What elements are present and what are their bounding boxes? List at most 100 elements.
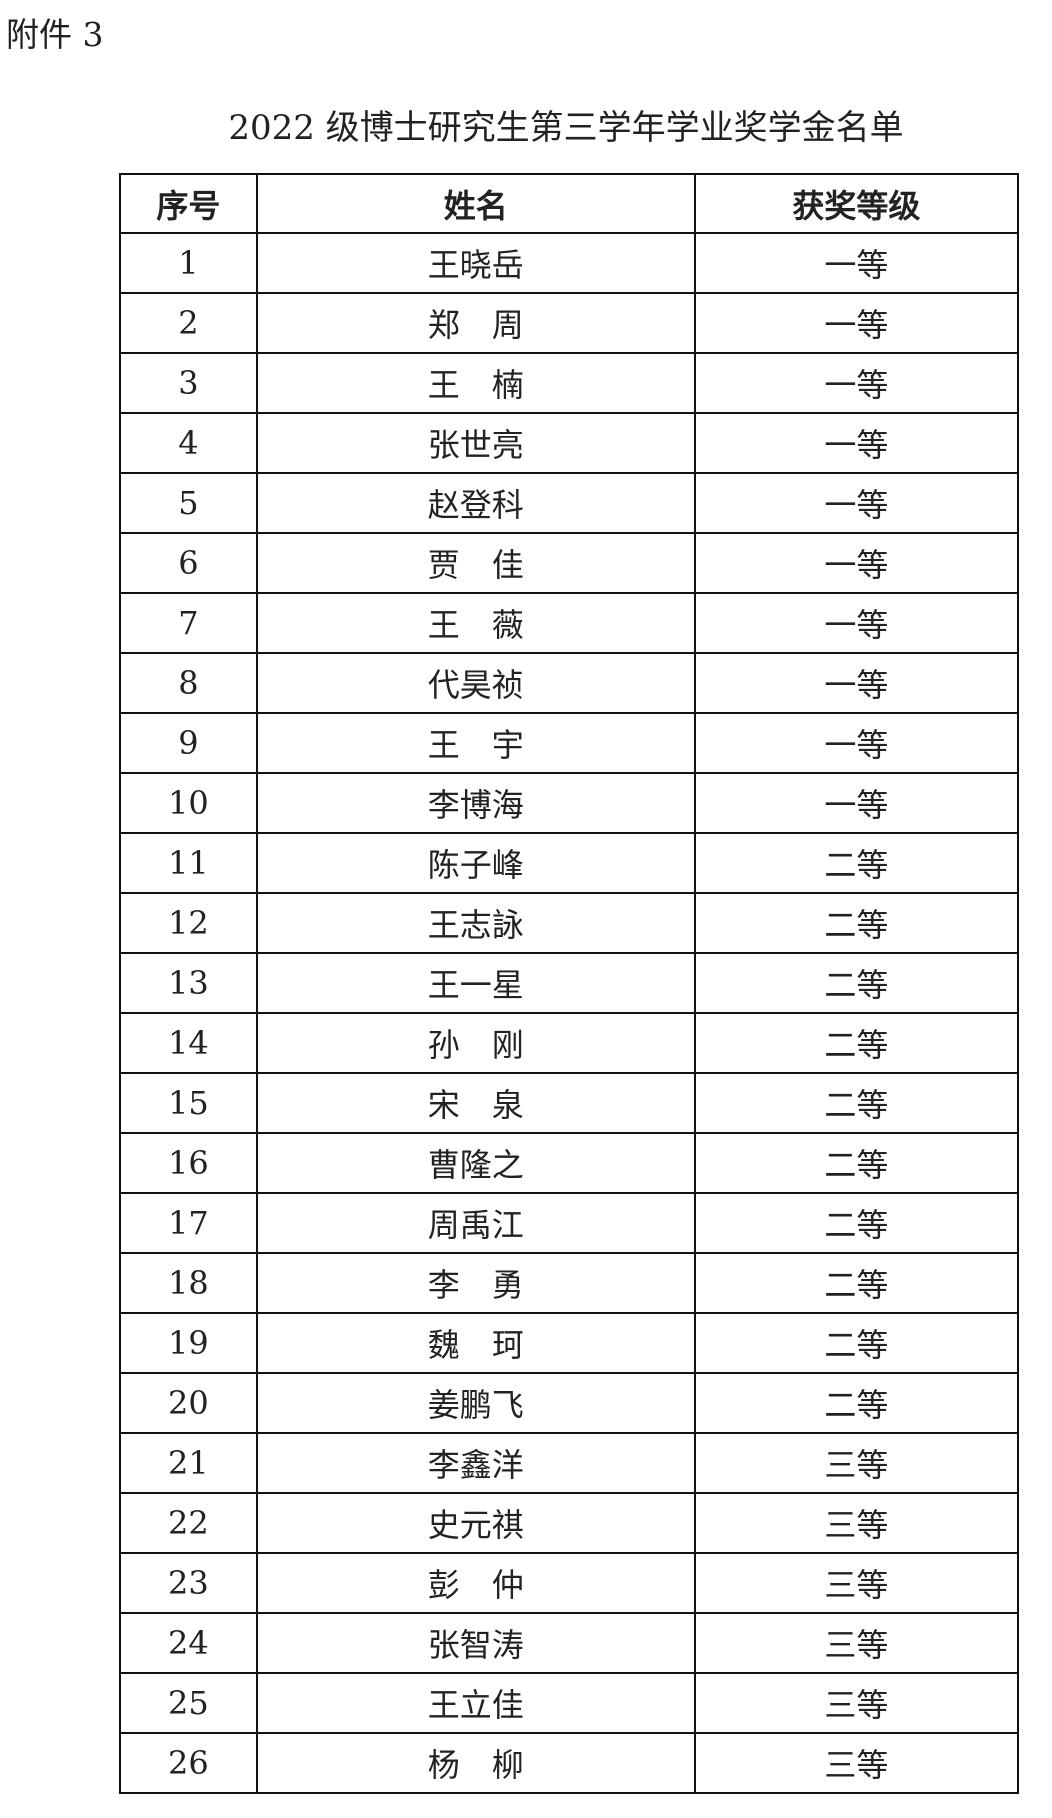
cell-index: 18	[119, 1252, 258, 1314]
table-row: 15 宋 泉二等	[119, 1072, 1020, 1134]
cell-award-level: 二等	[693, 832, 1020, 894]
cell-name: 李博海	[255, 772, 696, 834]
cell-award-level: 三等	[693, 1612, 1020, 1674]
cell-award-level: 三等	[693, 1492, 1020, 1554]
table-row: 20 姜鹏飞 二等	[119, 1372, 1020, 1434]
cell-award-level: 三等	[693, 1672, 1020, 1734]
cell-name: 陈子峰	[255, 832, 696, 894]
cell-index: 12	[119, 892, 258, 954]
cell-award-level: 三等	[693, 1552, 1020, 1614]
cell-award-level: 一等	[693, 712, 1020, 774]
cell-award-level: 二等	[693, 1072, 1020, 1134]
cell-name: 李 勇	[255, 1252, 696, 1314]
cell-name: 张世亮	[255, 412, 696, 474]
cell-award-level: 一等	[693, 772, 1020, 834]
cell-name: 李鑫洋	[255, 1432, 696, 1494]
table-row: 25 王立佳 三等	[119, 1672, 1020, 1734]
cell-award-level: 二等	[693, 952, 1020, 1014]
cell-index: 13	[119, 952, 258, 1014]
cell-award-level: 一等	[693, 592, 1020, 654]
cell-award-level: 三等	[693, 1432, 1020, 1494]
cell-index: 2	[119, 292, 258, 354]
cell-index: 8	[119, 652, 258, 714]
cell-name: 王志詠	[255, 892, 696, 954]
cell-name: 王 宇	[255, 712, 696, 774]
cell-award-level: 二等	[693, 1252, 1020, 1314]
cell-name: 孙 刚	[255, 1012, 696, 1074]
cell-index: 3	[119, 352, 258, 414]
cell-index: 7	[119, 592, 258, 654]
cell-award-level: 三等	[693, 1732, 1020, 1794]
table-row: 16 曹隆之 二等	[119, 1132, 1020, 1194]
table-row: 4 张世亮 一等	[119, 412, 1020, 474]
table-row: 17 周禹江 二等	[119, 1192, 1020, 1254]
cell-name: 代昊祯	[255, 652, 696, 714]
cell-index: 22	[119, 1492, 258, 1554]
cell-index: 14	[119, 1012, 258, 1074]
table-row: 23 彭 仲三等	[119, 1552, 1020, 1614]
cell-index: 24	[119, 1612, 258, 1674]
table-row: 5 赵登科 一等	[119, 472, 1020, 534]
cell-index: 19	[119, 1312, 258, 1374]
cell-award-level: 二等	[693, 1312, 1020, 1374]
cell-award-level: 二等	[693, 892, 1020, 954]
table-row: 13 王一星 二等	[119, 952, 1020, 1014]
cell-name: 宋 泉	[255, 1072, 696, 1134]
cell-name: 贾 佳	[255, 532, 696, 594]
cell-name: 王 楠	[255, 352, 696, 414]
cell-index: 15	[119, 1072, 258, 1134]
cell-award-level: 一等	[693, 232, 1020, 294]
cell-award-level: 二等	[693, 1372, 1020, 1434]
table-row: 18 李 勇二等	[119, 1252, 1020, 1314]
cell-name: 周禹江	[255, 1192, 696, 1254]
table-row: 14 孙 刚二等	[119, 1012, 1020, 1074]
cell-index: 21	[119, 1432, 258, 1494]
cell-award-level: 二等	[693, 1132, 1020, 1194]
cell-index: 9	[119, 712, 258, 774]
cell-index: 10	[119, 772, 258, 834]
cell-index: 5	[119, 472, 258, 534]
table-row: 8 代昊祯 一等	[119, 652, 1020, 714]
header-index: 序号	[119, 173, 258, 234]
header-name: 姓名	[255, 173, 696, 234]
table-header-row: 序号 姓名 获奖等级	[119, 173, 1020, 234]
table-row: 22 史元祺 三等	[119, 1492, 1020, 1554]
cell-index: 25	[119, 1672, 258, 1734]
cell-index: 17	[119, 1192, 258, 1254]
cell-index: 23	[119, 1552, 258, 1614]
cell-name: 王立佳	[255, 1672, 696, 1734]
cell-index: 4	[119, 412, 258, 474]
table-row: 19 魏 珂二等	[119, 1312, 1020, 1374]
table-row: 11 陈子峰 二等	[119, 832, 1020, 894]
cell-award-level: 一等	[693, 412, 1020, 474]
cell-award-level: 一等	[693, 652, 1020, 714]
table-row: 21 李鑫洋 三等	[119, 1432, 1020, 1494]
table-row: 24 张智涛 三等	[119, 1612, 1020, 1674]
cell-award-level: 一等	[693, 532, 1020, 594]
cell-index: 6	[119, 532, 258, 594]
cell-name: 王 薇	[255, 592, 696, 654]
scholarship-table: 序号 姓名 获奖等级 1 王晓岳 一等 2 郑 周一等 3 王 楠一等 4 张世亮 一等 5 赵登科一…	[119, 173, 1020, 1794]
cell-index: 20	[119, 1372, 258, 1434]
cell-name: 王一星	[255, 952, 696, 1014]
cell-name: 曹隆之	[255, 1132, 696, 1194]
table-row: 26 杨 柳三等	[119, 1732, 1020, 1794]
cell-name: 张智涛	[255, 1612, 696, 1674]
cell-name: 王晓岳	[255, 232, 696, 294]
table-row: 12 王志詠 二等	[119, 892, 1020, 954]
document-title: 2022 级博士研究生第三学年学业奖学金名单	[228, 108, 904, 148]
cell-award-level: 一等	[693, 292, 1020, 354]
table-row: 1 王晓岳 一等	[119, 232, 1020, 294]
cell-name: 史元祺	[255, 1492, 696, 1554]
cell-name: 魏 珂	[255, 1312, 696, 1374]
cell-index: 16	[119, 1132, 258, 1194]
cell-award-level: 一等	[693, 472, 1020, 534]
cell-name: 杨 柳	[255, 1732, 696, 1794]
cell-name: 赵登科	[255, 472, 696, 534]
cell-name: 彭 仲	[255, 1552, 696, 1614]
cell-name: 姜鹏飞	[255, 1372, 696, 1434]
